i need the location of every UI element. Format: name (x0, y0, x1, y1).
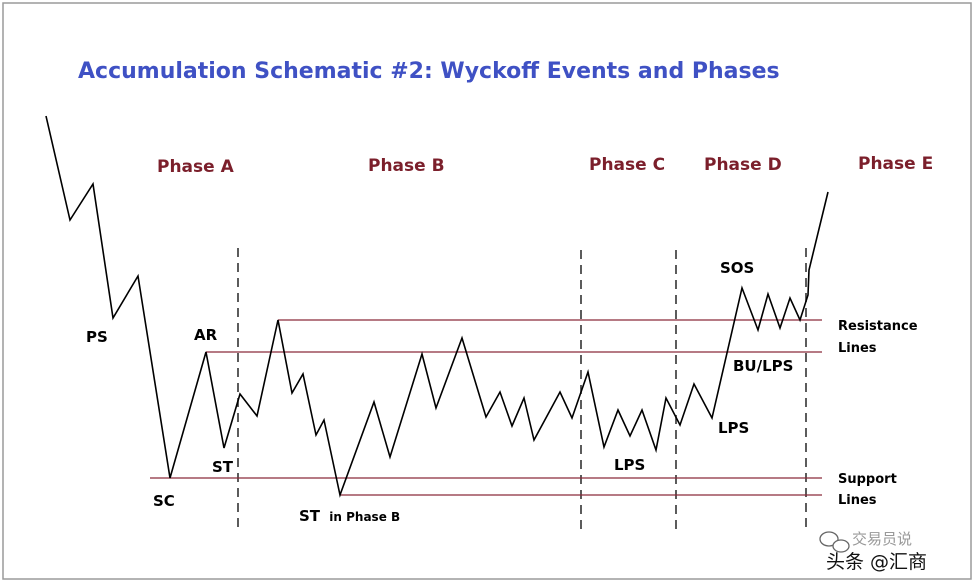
line-annotations: Resistance Lines Support Lines (838, 319, 918, 508)
label-sos: SOS (720, 259, 754, 277)
resistance-label-1: Resistance (838, 319, 918, 334)
watermark-bottom: 头条 @汇商 (826, 551, 927, 573)
diagram-title: Accumulation Schematic #2: Wyckoff Event… (78, 59, 780, 84)
resistance-label-2: Lines (838, 341, 877, 356)
label-lps-phase-c: LPS (614, 456, 645, 474)
event-labels: PS AR ST SC ST in Phase B LPS LPS SOS BU… (86, 259, 793, 525)
phase-c-label: Phase C (589, 155, 665, 175)
watermark: 交易员说 头条 @汇商 (819, 530, 927, 573)
phase-labels: Phase A Phase B Phase C Phase D Phase E (157, 154, 933, 177)
label-st-phase-b-sub: in Phase B (329, 510, 400, 524)
phase-d-label: Phase D (704, 155, 782, 175)
label-ar: AR (194, 326, 218, 344)
phase-e-label: Phase E (858, 154, 933, 174)
label-lps-phase-d: LPS (718, 419, 749, 437)
phase-b-label: Phase B (368, 156, 445, 176)
support-label-2: Lines (838, 493, 877, 508)
label-bu-lps: BU/LPS (733, 357, 793, 375)
label-ps: PS (86, 328, 108, 346)
chat-bubble-icon (819, 531, 850, 553)
level-lines (150, 319, 822, 496)
support-label-1: Support (838, 472, 897, 487)
price-path (45, 115, 829, 498)
watermark-top: 交易员说 (852, 530, 912, 548)
label-st-phase-b: ST in Phase B (299, 507, 400, 525)
label-st: ST (212, 458, 234, 476)
label-st-phase-b-main: ST (299, 507, 321, 525)
label-sc: SC (153, 492, 175, 510)
phase-a-label: Phase A (157, 157, 235, 177)
